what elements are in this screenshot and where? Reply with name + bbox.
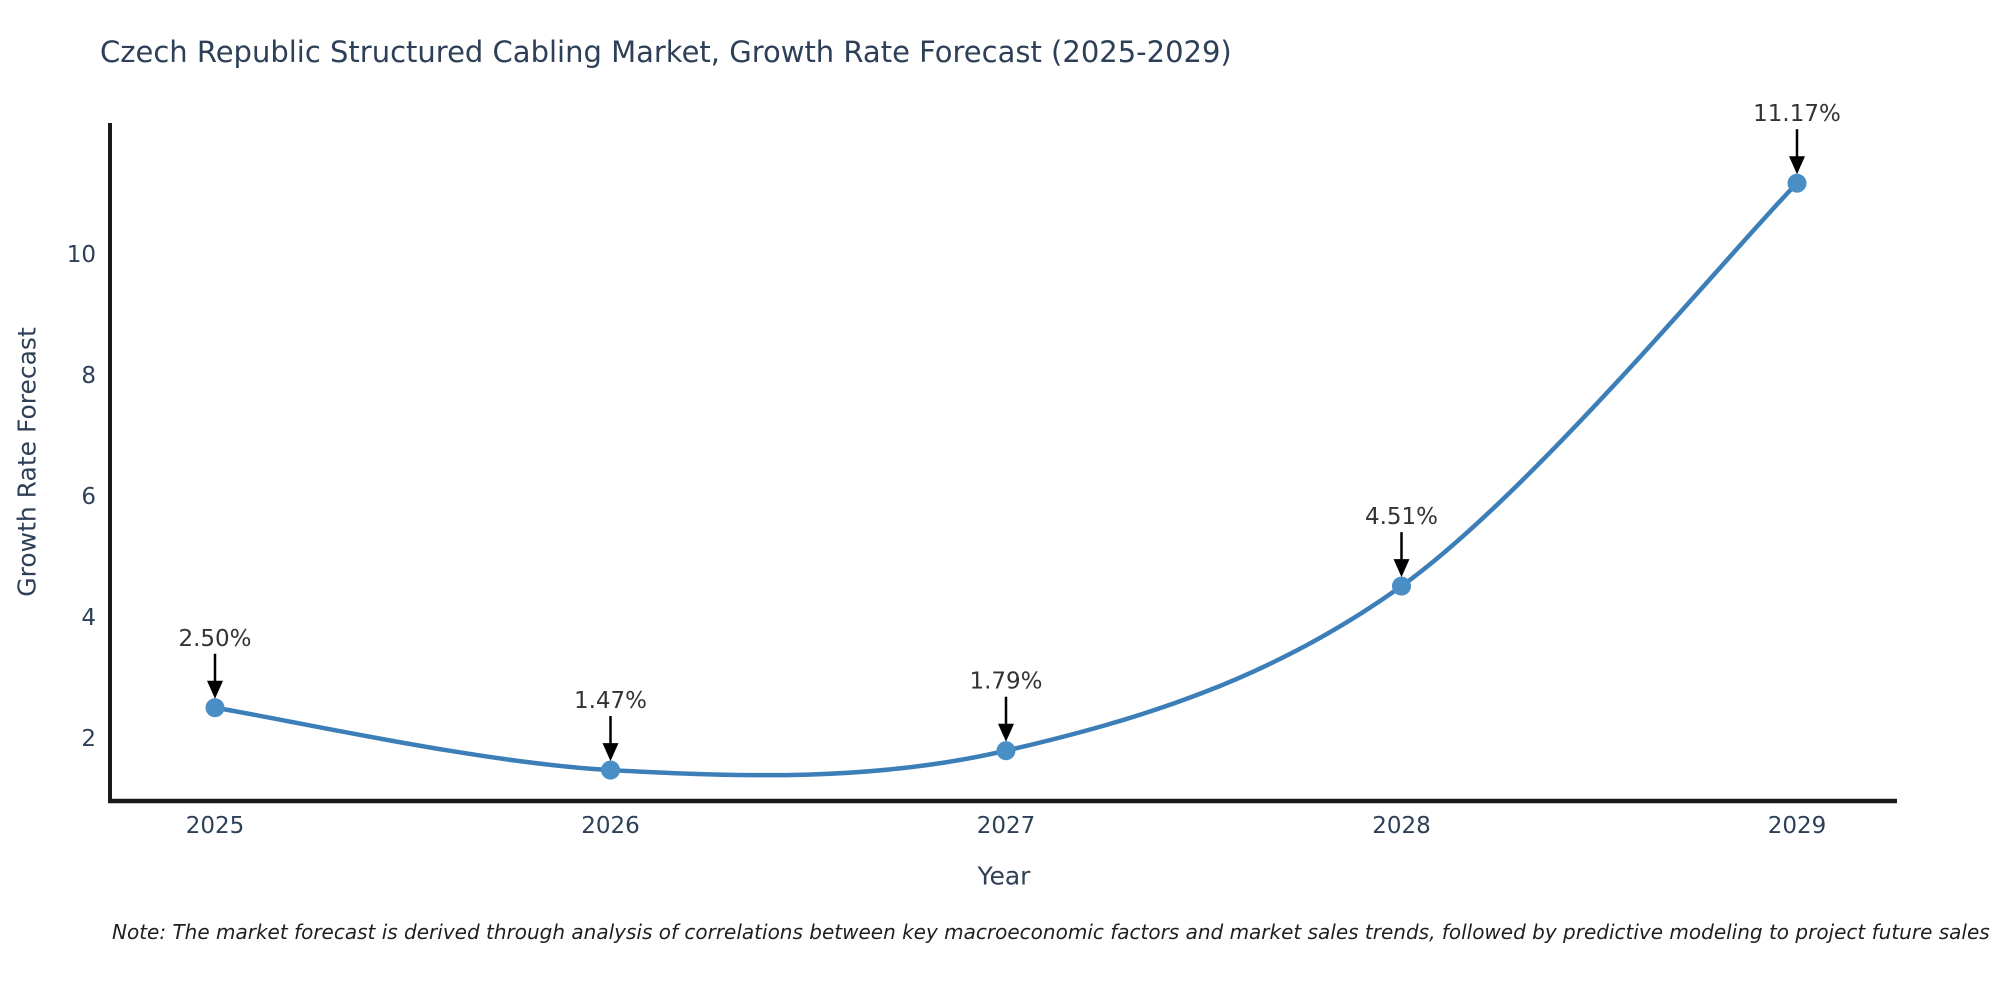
chart-title: Czech Republic Structured Cabling Market…	[100, 35, 1232, 69]
x-tick-label: 2025	[186, 813, 245, 839]
footnote: Note: The market forecast is derived thr…	[112, 920, 1990, 944]
data-point-marker	[601, 760, 620, 780]
x-tick-label: 2026	[581, 813, 640, 839]
annotation-label: 1.47%	[574, 688, 647, 714]
annotation-label: 11.17%	[1753, 101, 1841, 127]
data-point-marker	[1392, 576, 1411, 596]
annotation-label: 1.79%	[969, 669, 1042, 695]
x-tick-label: 2028	[1372, 813, 1431, 839]
annotation-arrowhead	[998, 723, 1014, 742]
data-point-marker	[1787, 173, 1807, 193]
annotation-arrowhead	[602, 743, 619, 762]
data-point-marker	[205, 698, 225, 718]
x-tick-label: 2029	[1768, 813, 1827, 839]
annotation-arrowhead	[1789, 156, 1805, 175]
annotation-arrowhead	[207, 680, 223, 699]
y-tick-label: 8	[81, 363, 96, 389]
x-tick-label: 2027	[977, 813, 1036, 839]
annotation-label: 4.51%	[1365, 504, 1438, 530]
y-tick-label: 10	[67, 242, 96, 268]
annotation-label: 2.50%	[178, 626, 251, 652]
y-tick-label: 4	[81, 605, 96, 631]
data-point-marker	[996, 741, 1016, 761]
y-tick-label: 2	[81, 726, 96, 752]
y-tick-label: 6	[81, 484, 96, 510]
series-line	[212, 180, 1800, 778]
x-axis-title: Year	[977, 861, 1031, 891]
annotation-arrowhead	[1393, 559, 1410, 578]
